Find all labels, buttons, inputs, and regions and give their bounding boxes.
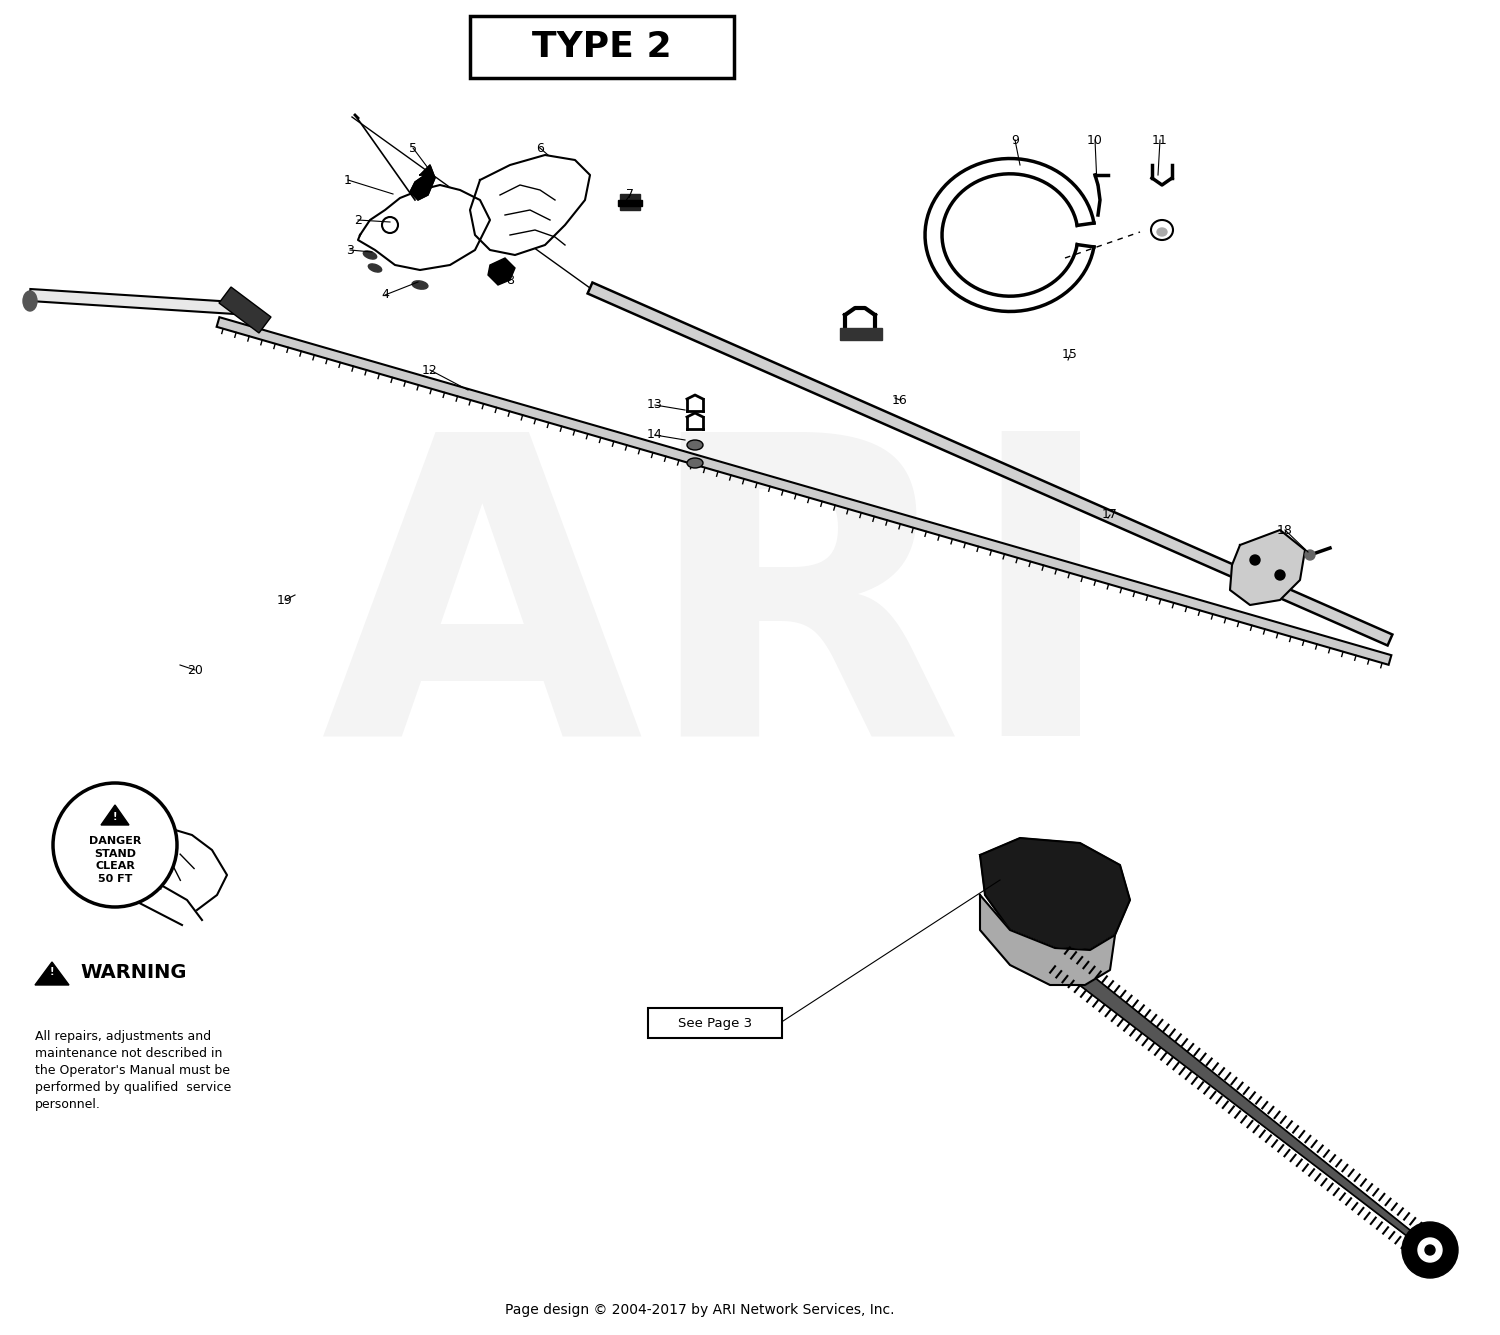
Polygon shape: [980, 838, 1130, 951]
Circle shape: [53, 784, 177, 906]
Polygon shape: [1230, 530, 1305, 605]
Bar: [618, 200, 642, 206]
Circle shape: [1425, 1246, 1436, 1255]
Ellipse shape: [1156, 228, 1167, 236]
Polygon shape: [980, 894, 1114, 985]
Bar: [620, 194, 640, 210]
Polygon shape: [588, 283, 1392, 646]
Polygon shape: [100, 805, 129, 825]
Text: All repairs, adjustments and
maintenance not described in
the Operator's Manual : All repairs, adjustments and maintenance…: [34, 1031, 231, 1111]
Text: Page design © 2004-2017 by ARI Network Services, Inc.: Page design © 2004-2017 by ARI Network S…: [506, 1303, 894, 1318]
Polygon shape: [30, 288, 236, 314]
Ellipse shape: [687, 441, 703, 450]
Text: 15: 15: [1062, 348, 1078, 362]
Polygon shape: [34, 963, 69, 985]
Text: 2: 2: [354, 214, 362, 227]
Text: 9: 9: [1011, 134, 1019, 147]
Circle shape: [382, 218, 398, 234]
Ellipse shape: [363, 251, 376, 259]
Text: 1: 1: [344, 174, 352, 187]
Text: 5: 5: [410, 142, 417, 155]
Text: 10: 10: [1088, 134, 1102, 147]
Polygon shape: [410, 166, 435, 200]
Circle shape: [1305, 550, 1316, 559]
Polygon shape: [216, 318, 1392, 665]
Circle shape: [1418, 1238, 1442, 1262]
Text: !: !: [112, 812, 117, 822]
Text: TYPE 2: TYPE 2: [532, 29, 672, 64]
Text: 3: 3: [346, 243, 354, 256]
Text: !: !: [50, 967, 54, 977]
Text: 6: 6: [536, 142, 544, 155]
Text: ARI: ARI: [321, 418, 1119, 822]
Text: 12: 12: [422, 363, 438, 376]
Ellipse shape: [413, 280, 428, 290]
Polygon shape: [219, 287, 272, 332]
Polygon shape: [488, 258, 514, 284]
Text: 20: 20: [188, 663, 202, 677]
Text: 16: 16: [892, 394, 908, 406]
Ellipse shape: [369, 264, 381, 272]
FancyBboxPatch shape: [648, 1008, 782, 1039]
Text: 4: 4: [381, 288, 388, 302]
Text: 13: 13: [646, 399, 663, 411]
Text: See Page 3: See Page 3: [678, 1016, 752, 1029]
Polygon shape: [358, 186, 490, 270]
Circle shape: [1275, 570, 1286, 579]
FancyBboxPatch shape: [470, 16, 734, 77]
Text: 19: 19: [278, 594, 292, 606]
Text: 7: 7: [626, 188, 634, 202]
Circle shape: [1402, 1222, 1458, 1278]
Bar: [840, 328, 882, 340]
Polygon shape: [470, 155, 590, 255]
Ellipse shape: [1150, 220, 1173, 240]
Text: DANGER
STAND
CLEAR
50 FT: DANGER STAND CLEAR 50 FT: [88, 837, 141, 884]
Text: 11: 11: [1152, 134, 1168, 147]
Text: 17: 17: [1102, 509, 1118, 522]
Text: 8: 8: [506, 274, 515, 287]
Text: 14: 14: [646, 429, 663, 442]
Ellipse shape: [687, 458, 703, 469]
Text: WARNING: WARNING: [80, 963, 186, 981]
Ellipse shape: [22, 291, 38, 311]
Circle shape: [1250, 555, 1260, 565]
Polygon shape: [1054, 953, 1432, 1252]
Text: 18: 18: [1276, 523, 1293, 537]
